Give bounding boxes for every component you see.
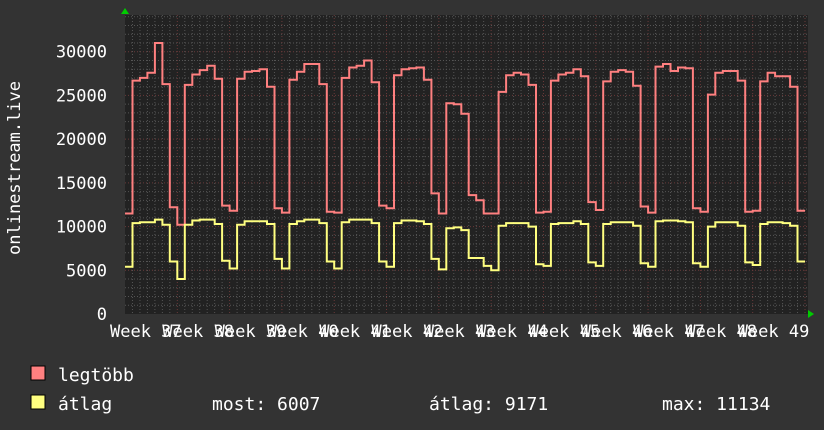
x-tick-label: Week 37 [110,322,182,342]
x-tick-label: Week 41 [319,322,391,342]
x-tick-label: Week 45 [528,322,600,342]
y-tick-label: 15000 [56,174,107,194]
x-tick-label: Week 44 [476,322,548,342]
y-tick-label: 20000 [56,130,107,150]
stat-average: átlag: 9171 [429,394,548,415]
x-tick-label: Week 40 [267,322,339,342]
x-tick-label: Week 48 [685,322,757,342]
y-tick-label: 10000 [56,218,107,238]
plot-area [125,15,808,314]
legend: legtöbb átlag most: 6007 átlag: 9171 max… [30,365,770,415]
x-axis-arrow-icon [808,310,814,318]
x-tick-label: Week 46 [581,322,653,342]
y-tick-label: 25000 [56,86,107,106]
series-group [125,42,805,280]
x-tick-label: Week 43 [424,322,496,342]
legend-swatch-atlag [30,394,46,410]
x-tick-label: Week 42 [372,322,444,342]
stat-max: max: 11134 [662,394,770,415]
legend-swatch-legtobb [30,365,46,381]
legend-label-atlag: átlag [58,394,112,415]
x-tick-label: Week 49 [738,322,810,342]
y-axis: 0 5000 10000 15000 20000 25000 30000 [56,43,107,325]
x-tick-label: Week 47 [633,322,705,342]
x-tick-label: Week 38 [162,322,234,342]
y-axis-label: onlinestream.live [5,81,25,255]
y-tick-label: 5000 [66,261,107,281]
y-tick-label: 0 [97,305,107,325]
y-tick-label: 30000 [56,43,107,63]
series-line-atlag [125,218,805,280]
series-line-legtobb [125,42,805,226]
y-axis-arrow-icon [121,8,129,14]
stat-current: most: 6007 [212,394,320,415]
x-tick-label: Week 39 [215,322,287,342]
legend-label-legtobb: legtöbb [58,365,134,386]
